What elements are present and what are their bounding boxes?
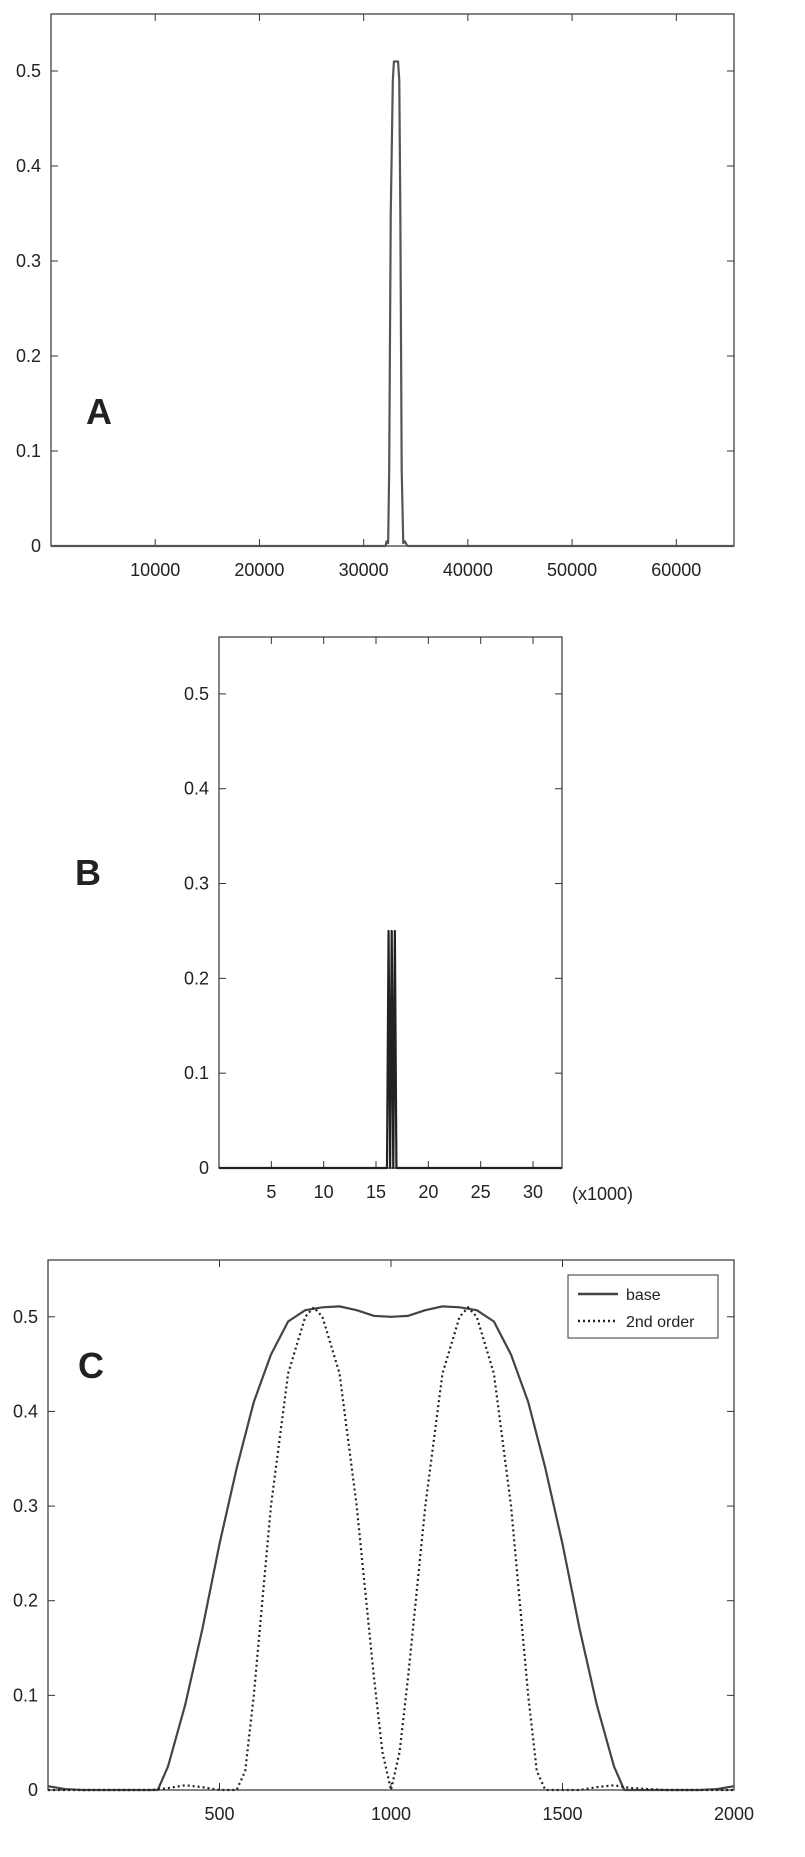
panel-b-xtick-label: 30 (523, 1182, 543, 1202)
panel-b-ytick-label: 0.5 (184, 684, 209, 704)
panel-b-ytick-label: 0 (199, 1158, 209, 1178)
panel-c-ytick-label: 0.4 (13, 1401, 38, 1421)
panel-a-xtick-label: 60000 (651, 560, 701, 580)
panel-c-xtick-label: 2000 (714, 1804, 754, 1824)
panel-c-series-line-base (47, 1305, 735, 1792)
panel-b-xtick-label: 20 (418, 1182, 438, 1202)
panel-c-ytick-label: 0 (28, 1780, 38, 1800)
panel-a-ytick-label: 0.5 (16, 61, 41, 81)
panel-c-xtick-label: 1500 (542, 1804, 582, 1824)
legend-label-base: base (626, 1287, 661, 1304)
panel-b-series-line-0 (219, 929, 562, 1170)
panel-a-xtick-label: 10000 (130, 560, 180, 580)
panel-a-ytick-label: 0.1 (16, 441, 41, 461)
panel-a: 0 0.1 0.2 0.3 0.4 0.5 10000 20000 30000 40000 500… (16, 13, 735, 580)
panel-b-ytick-label: 0.3 (184, 874, 209, 894)
panel-b-lines (219, 929, 562, 1170)
panel-a-ytick-label: 0 (31, 536, 41, 556)
panel-a-series-line-0 (51, 60, 734, 548)
panel-c-xtick-label: 1000 (371, 1804, 411, 1824)
panel-b-letter: B (75, 852, 101, 893)
panel-a-xtick-label: 50000 (547, 560, 597, 580)
panel-a-letter: A (86, 391, 112, 432)
panel-b-ytick-label: 0.1 (184, 1063, 209, 1083)
panel-b-ytick-label: 0.2 (184, 968, 209, 988)
panel-c-xtick-label: 500 (204, 1804, 234, 1824)
panel-b-y-axis: 0 0.1 0.2 0.3 0.4 0.5 (184, 684, 562, 1178)
panel-a-xtick-label: 20000 (234, 560, 284, 580)
panel-b-xtick-label: 10 (314, 1182, 334, 1202)
panel-c-letter: C (78, 1345, 104, 1386)
panel-c-ytick-label: 0.5 (13, 1307, 38, 1327)
panel-c-ytick-label: 0.1 (13, 1685, 38, 1705)
legend: base 2nd order (567, 1274, 719, 1339)
panel-c-lines (47, 1305, 735, 1792)
panel-a-lines (51, 60, 734, 548)
panel-c-ytick-label: 0.3 (13, 1496, 38, 1516)
panel-c: 0 0.1 0.2 0.3 0.4 0.5 500 1000 1500 2000 C base … (13, 1259, 754, 1824)
panel-b-xtick-label: 5 (266, 1182, 276, 1202)
panel-a-y-axis: 0 0.1 0.2 0.3 0.4 0.5 (16, 61, 734, 556)
panel-c-x-axis: 500 1000 1500 2000 (204, 1260, 754, 1824)
panel-a-frame (50, 13, 735, 547)
panel-c-frame (47, 1259, 735, 1791)
panel-a-ytick-label: 0.2 (16, 346, 41, 366)
panel-a-ytick-label: 0.3 (16, 251, 41, 271)
panel-c-y-axis: 0 0.1 0.2 0.3 0.4 0.5 (13, 1307, 734, 1800)
panel-b: 0 0.1 0.2 0.3 0.4 0.5 5 10 15 20 25 30 B (x1000) (75, 636, 633, 1204)
legend-label-2nd-order: 2nd order (626, 1314, 695, 1331)
panel-b-xtick-label: 25 (471, 1182, 491, 1202)
panel-a-xtick-label: 30000 (339, 560, 389, 580)
legend-box (567, 1274, 719, 1339)
panel-a-xtick-label: 40000 (443, 560, 493, 580)
panel-b-x-unit-suffix: (x1000) (572, 1184, 633, 1204)
panel-a-x-axis: 10000 20000 30000 40000 50000 60000 (130, 14, 701, 580)
panel-a-ytick-label: 0.4 (16, 156, 41, 176)
panel-c-series-line-2nd-order (48, 1306, 734, 1792)
panel-b-x-axis: 5 10 15 20 25 30 (266, 637, 543, 1202)
panel-c-ytick-label: 0.2 (13, 1591, 38, 1611)
panel-b-ytick-label: 0.4 (184, 779, 209, 799)
panel-b-xtick-label: 15 (366, 1182, 386, 1202)
